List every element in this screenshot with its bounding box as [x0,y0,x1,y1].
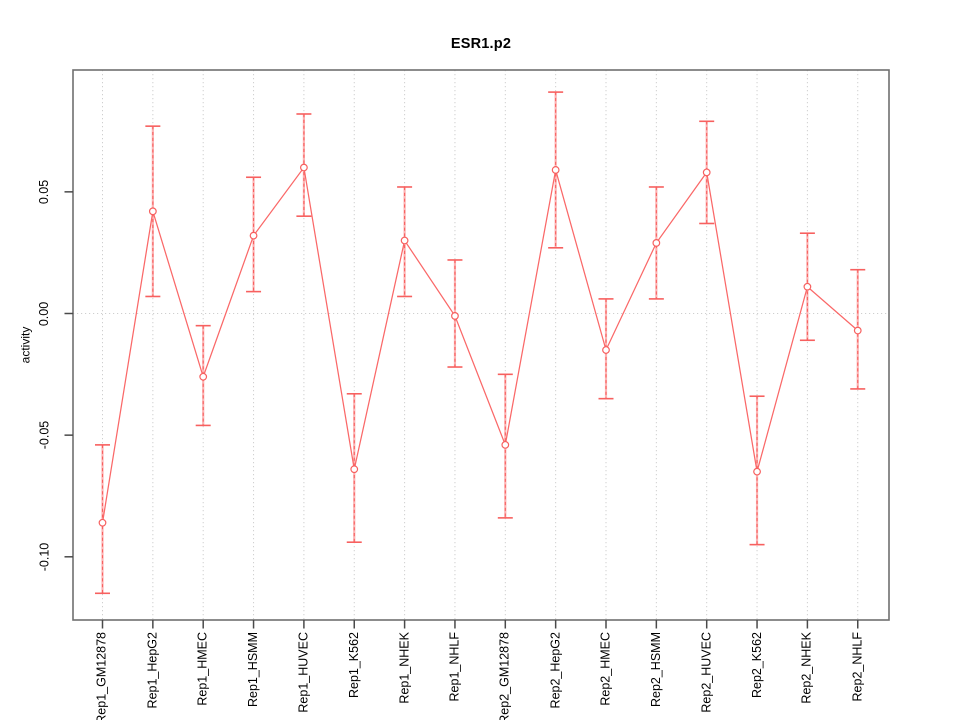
x-tick-label: Rep2_HUVEC [699,632,714,713]
data-point [350,465,359,474]
x-tick-label: Rep1_NHEK [397,632,412,704]
x-tick-label: Rep1_HSMM [246,632,261,708]
data-point [98,518,107,527]
data-point [652,239,661,247]
x-tick-label: Rep1_HMEC [195,632,210,706]
x-tick-label: Rep1_HUVEC [296,632,311,713]
x-tick-label: Rep1_GM12878 [95,632,109,720]
data-point [300,163,308,172]
x-tick-label: Rep2_NHEK [799,632,814,704]
data-point [702,168,711,177]
data-point [803,282,812,291]
y-tick-label: -0.10 [31,522,57,592]
x-tick-label: Rep1_NHLF [447,632,462,702]
data-point [249,231,258,240]
data-point [501,440,510,449]
data-point [602,346,610,354]
x-tick-label: Rep2_HMEC [598,632,613,706]
y-tick-label: 0.05 [31,157,57,227]
data-point [551,166,560,174]
chart-title: ESR1.p2 [450,36,512,52]
series-line [101,165,859,523]
x-tick-label: Rep2_HepG2 [548,632,563,709]
y-tick-label-text: -0.10 [37,542,51,572]
y-tick-label: 0.00 [31,279,57,349]
data-point [148,207,157,216]
data-point [199,372,208,381]
x-tick-label: Rep2_K562 [749,632,764,699]
y-tick-label-text: 0.00 [37,301,51,326]
data-point [753,467,761,476]
plot-box [72,69,890,621]
y-tick-label-text: -0.05 [37,420,51,450]
data-point [400,236,409,245]
x-tick-label: Rep1_HepG2 [145,632,160,709]
x-tick-label: Rep2_NHLF [850,632,865,702]
data-point [853,326,862,335]
x-tick-label: Rep1_K562 [346,632,361,699]
x-tick-label: Rep2_HSMM [648,632,663,708]
y-tick-label-text: 0.05 [37,179,51,205]
x-tick-label: Rep2_GM12878 [497,632,512,720]
y-tick-label: -0.05 [31,400,57,470]
data-point [451,312,459,320]
